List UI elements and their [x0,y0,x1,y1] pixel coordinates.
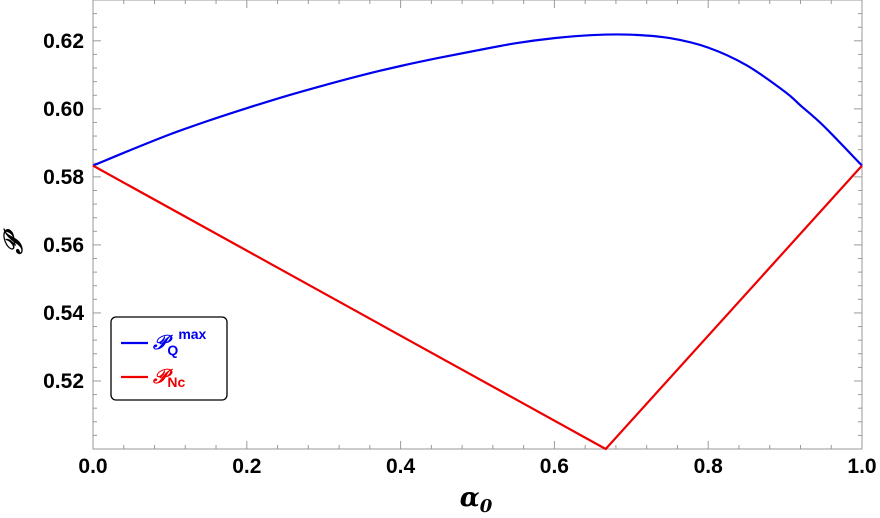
x-tick-label: 0.8 [694,455,724,478]
legend-label-blue-sup: max [178,326,206,342]
series-lines [92,33,863,451]
plot-frame [92,0,863,450]
x-axis-label-subscript: 0 [480,496,493,517]
x-axis-label-main: α [460,483,480,513]
y-tick-label: 0.60 [43,98,84,121]
y-tick-label: 0.52 [43,370,84,393]
x-tick-label: 0.4 [386,455,416,478]
y-tick-label: 0.56 [43,234,84,257]
tick-labels: 0.0 0.2 0.4 0.6 0.8 1.0 0.52 0.54 0.56 0.58 0.60 0.… [43,30,876,478]
series-line-p-q-max [92,33,863,167]
x-tick-label: 0.6 [540,455,569,478]
axis-ticks [92,0,863,450]
x-axis-label: α0 [460,483,493,517]
y-tick-label: 0.62 [43,30,84,53]
legend-label-red-sub: Nc [167,374,185,390]
y-tick-label: 0.58 [43,166,84,189]
legend: 𝒫Qmax 𝒫Nc [110,316,228,401]
x-tick-label: 0.0 [78,455,107,478]
legend-box [110,316,228,401]
y-tick-label: 0.54 [43,302,84,325]
y-axis-label: 𝒫 [0,228,29,255]
plot-border [92,0,863,450]
x-tick-label: 0.2 [232,455,261,478]
legend-label-blue-sub: Q [167,342,178,358]
series-line-p-nc [92,164,863,451]
x-tick-label: 1.0 [847,455,876,478]
